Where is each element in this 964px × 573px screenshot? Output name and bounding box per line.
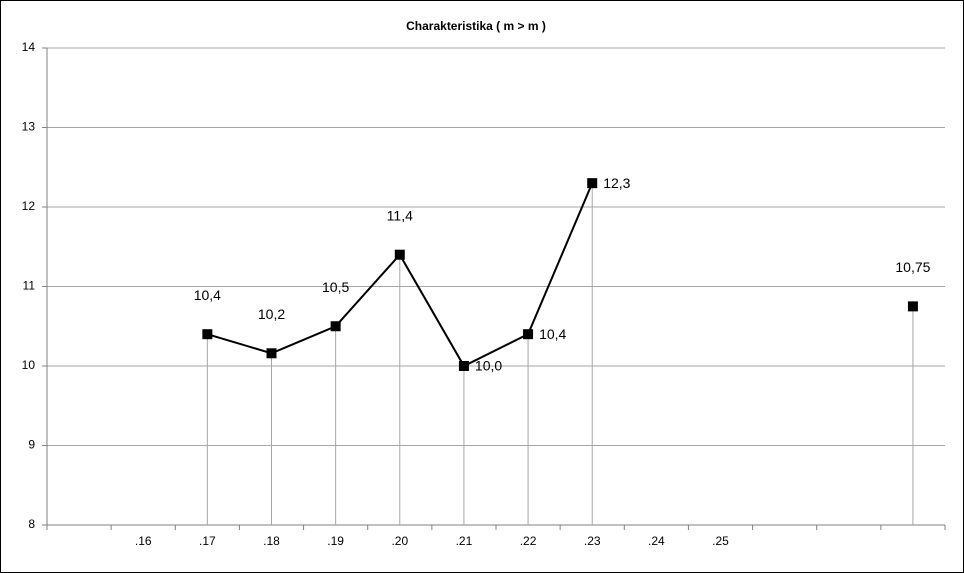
x-tick-label: .18 <box>263 534 280 548</box>
y-tick-label: 13 <box>22 120 36 134</box>
value-label: 11,4 <box>387 207 413 223</box>
x-tick-label: .21 <box>456 534 473 548</box>
point-marker <box>587 178 598 189</box>
y-tick-label: 8 <box>28 517 35 531</box>
y-tick-label: 12 <box>22 199 36 213</box>
value-label: 10,75 <box>895 259 930 275</box>
point-marker <box>907 301 918 312</box>
value-label: 12,3 <box>603 175 630 191</box>
value-label: 10,4 <box>539 326 566 342</box>
value-label: 10,2 <box>258 306 285 322</box>
y-tick-label: 11 <box>23 279 36 293</box>
x-tick-label: .20 <box>391 534 408 548</box>
chart-title: Charakteristika ( m > m ) <box>406 19 546 33</box>
y-tick-label: 14 <box>22 40 36 54</box>
y-tick-label: 9 <box>28 438 35 452</box>
x-tick-label: .23 <box>584 534 601 548</box>
value-label: 10,4 <box>194 287 221 303</box>
x-tick-label: .25 <box>712 534 729 548</box>
y-tick-label: 10 <box>22 358 36 372</box>
x-tick-label: .19 <box>327 534 344 548</box>
x-tick-label: .22 <box>520 534 537 548</box>
point-marker <box>330 321 341 332</box>
point-marker <box>523 329 534 340</box>
point-marker <box>266 348 277 359</box>
x-tick-label: .16 <box>135 534 152 548</box>
x-tick-label: .24 <box>648 534 665 548</box>
value-label: 10,5 <box>322 279 349 295</box>
point-marker <box>202 329 213 340</box>
point-marker <box>458 361 469 371</box>
x-tick-label: .17 <box>199 534 216 548</box>
value-label: 10,0 <box>475 358 502 374</box>
point-marker <box>394 249 405 260</box>
